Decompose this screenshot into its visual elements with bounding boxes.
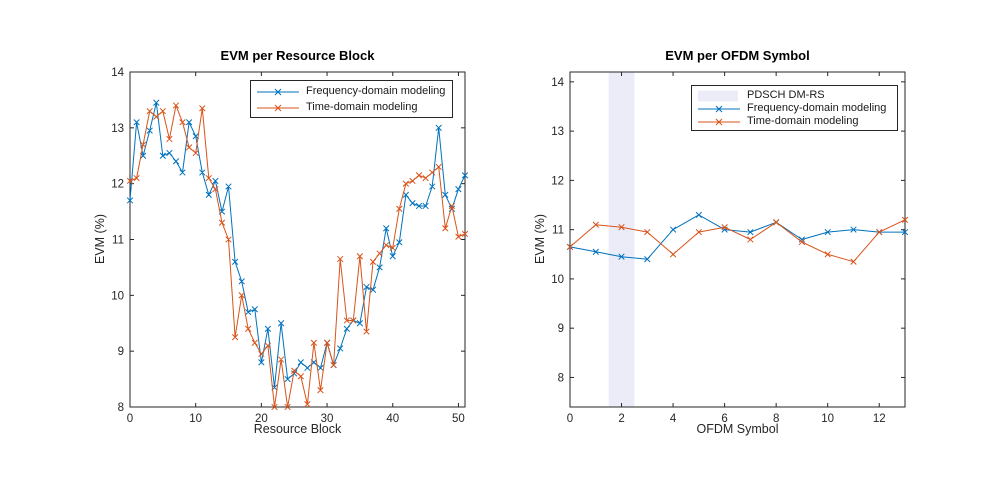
chart-evm-per-ofdm-symbol: 0 2 4 6 8 10 12 8 9 10 11 12 13 14 EVM per OFDM Symbo… — [500, 0, 1000, 500]
y-tick-label: 8 — [558, 372, 564, 384]
patch-swatch-icon — [696, 89, 742, 102]
legend-item-frequency-domain[interactable]: Frequency-domain modeling — [696, 101, 897, 114]
legend-item-frequency-domain[interactable]: Frequency-domain modeling — [255, 83, 452, 99]
y-tick-label: 10 — [111, 290, 124, 302]
x-axis-label-resource-block: Resource Block — [253, 422, 342, 436]
legend-label: PDSCH DM-RS — [747, 88, 825, 101]
axes-box — [129, 71, 466, 408]
ofdm-symbol-plot-svg: 0 2 4 6 8 10 12 8 9 10 11 12 13 14 — [551, 71, 909, 425]
line-sample — [257, 104, 299, 112]
series-markers-time-domain-modeling — [566, 216, 909, 265]
legend-label: Time-domain modeling — [306, 101, 418, 113]
x-tick-label: 30 — [321, 413, 334, 425]
legend-ofdm-symbol[interactable]: PDSCH DM-RS Frequency-domain modeling Ti… — [691, 85, 898, 131]
legend-resource-block[interactable]: Frequency-domain modeling Time-domain mo… — [250, 80, 453, 118]
x-tick-label: 20 — [255, 413, 268, 425]
line-x-swatch-icon — [696, 102, 742, 114]
y-tick-label: 14 — [111, 67, 124, 79]
x-tick-label: 10 — [821, 413, 834, 425]
y-axis-label-evm-right: EVM (%) — [533, 214, 547, 264]
y-tick-label: 11 — [112, 235, 124, 247]
y-tick-label: 10 — [551, 274, 564, 286]
pdsch-dmrs-band — [608, 72, 635, 407]
band-sample-rect — [698, 90, 738, 102]
x-tick-label: 8 — [773, 413, 779, 425]
x-tick-label: 12 — [873, 413, 886, 425]
series-line-time-domain-modeling — [569, 219, 906, 263]
patch-sample — [698, 90, 738, 102]
legend-item-time-domain[interactable]: Time-domain modeling — [696, 115, 897, 128]
sample-x-marker — [274, 88, 282, 96]
y-tick-label: 8 — [118, 402, 124, 414]
line-sample — [698, 105, 740, 113]
series-line-frequency-domain-modeling — [129, 102, 466, 388]
x-tick-label: 4 — [670, 413, 677, 425]
x-tick-label: 40 — [386, 413, 399, 425]
line-x-swatch-icon — [255, 101, 301, 113]
series-markers-frequency-domain-modeling — [126, 99, 469, 391]
legend-item-time-domain[interactable]: Time-domain modeling — [255, 99, 452, 115]
series-line-frequency-domain-modeling — [569, 214, 905, 260]
x-tick-label: 6 — [721, 413, 727, 425]
y-tick-label: 13 — [111, 123, 124, 135]
chart-title-ofdm-symbol: EVM per OFDM Symbol — [665, 48, 810, 63]
y-tick-label: 9 — [118, 346, 124, 358]
x-tick-label: 10 — [189, 413, 202, 425]
line-x-swatch-icon — [696, 115, 742, 127]
axes-box — [569, 71, 906, 408]
chart-evm-per-resource-block: 0 10 20 30 40 50 8 9 10 11 12 13 14 EVM per Resource… — [93, 48, 469, 436]
x-tick-label: 0 — [567, 413, 573, 425]
x-tick-label: 2 — [618, 413, 624, 425]
y-tick-label: 11 — [552, 225, 564, 237]
legend-label: Time-domain modeling — [747, 115, 859, 128]
x-tick-label: 0 — [127, 413, 133, 425]
x-tick-label: 50 — [452, 413, 465, 425]
y-tick-label: 12 — [111, 179, 124, 191]
series-markers-time-domain-modeling — [126, 102, 469, 411]
chart-title-resource-block: EVM per Resource Block — [220, 48, 375, 63]
y-tick-label: 12 — [551, 175, 564, 187]
legend-label: Frequency-domain modeling — [306, 85, 446, 97]
y-tick-label: 14 — [551, 77, 564, 89]
resource-block-plot-svg: 0 10 20 30 40 50 8 9 10 11 12 13 14 — [111, 67, 469, 425]
sample-x-marker — [715, 105, 723, 113]
y-tick-label: 9 — [558, 323, 564, 335]
series-line-time-domain-modeling — [129, 105, 466, 408]
y-tick-label: 13 — [551, 126, 564, 138]
sample-x-marker — [274, 104, 282, 112]
legend-item-pdsch-dmrs[interactable]: PDSCH DM-RS — [696, 88, 897, 102]
y-axis-label-evm-left: EVM (%) — [93, 214, 107, 264]
line-sample — [257, 88, 299, 96]
line-x-swatch-icon — [255, 85, 301, 97]
sample-x-marker — [715, 118, 723, 126]
legend-label: Frequency-domain modeling — [747, 101, 887, 114]
x-axis-label-ofdm-symbol: OFDM Symbol — [696, 422, 779, 436]
line-sample — [698, 118, 740, 126]
